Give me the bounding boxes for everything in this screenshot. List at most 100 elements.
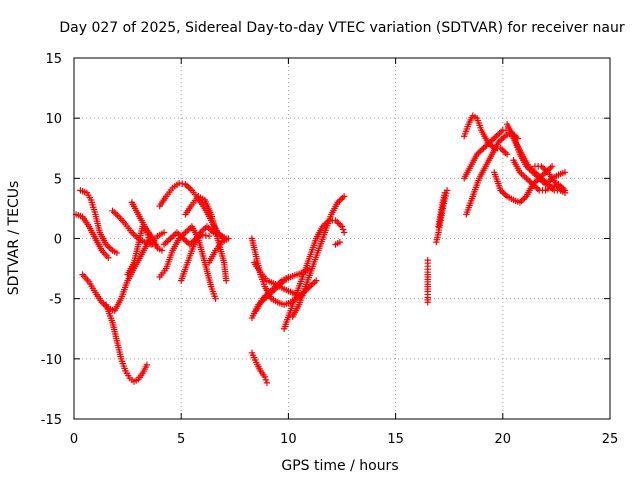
- series-arc03: [79, 232, 155, 314]
- y-tick-label: 5: [54, 172, 62, 187]
- data-point: [285, 273, 292, 281]
- data-point: [111, 209, 118, 216]
- data-point: [165, 236, 173, 244]
- data-point: [518, 197, 525, 205]
- y-axis-label: SDTVAR / TECUs: [6, 181, 22, 296]
- data-point: [311, 278, 318, 286]
- data-point: [168, 233, 176, 241]
- axis-ticks: 0 5 10 15 20 25 -15 -10 -5 0 5 10 15: [41, 52, 619, 447]
- data-point: [105, 254, 112, 261]
- y-tick-label: -10: [41, 353, 62, 368]
- data-point: [160, 229, 168, 236]
- data-point: [500, 190, 508, 197]
- data-point: [335, 220, 342, 227]
- series-arc07: [128, 199, 166, 254]
- series-arc27: [461, 127, 564, 194]
- series-arc20: [289, 193, 348, 320]
- data-point: [187, 185, 194, 193]
- data-point: [200, 226, 207, 233]
- data-point: [340, 229, 348, 236]
- y-tick-label: 10: [45, 112, 62, 127]
- x-axis-label: GPS time / hours: [281, 458, 398, 474]
- data-point: [424, 299, 431, 306]
- data-point: [338, 223, 346, 230]
- data-point: [109, 207, 116, 215]
- x-tick-label: 5: [177, 432, 185, 447]
- data-point: [339, 226, 347, 233]
- data-point: [143, 361, 151, 369]
- data-point: [477, 148, 484, 155]
- data-point: [173, 229, 181, 236]
- data-point: [333, 218, 341, 226]
- data-point: [494, 131, 502, 138]
- series-arc18: [253, 273, 292, 314]
- data-point: [503, 151, 511, 158]
- data-point: [332, 217, 339, 224]
- data-point: [340, 193, 348, 200]
- y-tick-label: 0: [54, 233, 62, 248]
- data-point: [500, 148, 508, 155]
- data-point: [308, 281, 315, 289]
- data-point: [183, 238, 190, 245]
- data-point: [532, 184, 540, 191]
- data-point: [263, 379, 271, 387]
- x-tick-label: 10: [280, 432, 297, 447]
- data-point: [548, 163, 556, 170]
- data-point: [491, 134, 498, 141]
- series-arc21: [332, 238, 344, 248]
- data-point: [205, 232, 213, 240]
- data-point: [313, 277, 320, 284]
- data-point: [182, 229, 189, 236]
- data-point: [261, 373, 269, 381]
- data-point: [532, 178, 540, 185]
- x-tick-label: 0: [70, 432, 78, 447]
- data-point: [496, 130, 503, 137]
- series-arc24: [435, 189, 449, 230]
- data-point: [112, 210, 120, 218]
- plot-frame: [73, 57, 611, 420]
- series-arc23: [433, 187, 451, 246]
- data-point: [519, 172, 527, 179]
- y-tick-label: 15: [45, 52, 62, 67]
- series-arc01: [72, 211, 112, 261]
- data-point: [203, 223, 211, 230]
- data-point: [524, 176, 532, 184]
- series-arc16: [250, 259, 305, 300]
- data-point: [183, 227, 191, 235]
- data-point: [160, 241, 168, 248]
- series-arc06: [124, 223, 168, 278]
- x-tick-label: 25: [602, 432, 619, 447]
- data-point: [528, 179, 535, 187]
- y-tick-label: -5: [49, 293, 62, 308]
- data-point: [499, 146, 506, 153]
- data-point: [480, 145, 487, 152]
- data-point: [337, 196, 345, 203]
- series-arc17: [248, 349, 271, 387]
- data-point: [561, 189, 569, 196]
- data-point: [182, 181, 189, 188]
- chart-title: Day 027 of 2025, Sidereal Day-to-day VTE…: [59, 20, 625, 36]
- series-arc02: [77, 187, 121, 257]
- data-point: [534, 185, 541, 193]
- data-point: [225, 235, 232, 242]
- data-point: [167, 235, 174, 242]
- data-point: [185, 226, 192, 233]
- data-point: [561, 169, 569, 176]
- data-point: [212, 295, 219, 302]
- data-point: [164, 238, 171, 245]
- data-point: [162, 239, 169, 247]
- series-arc13: [205, 235, 232, 266]
- data-point: [170, 232, 177, 239]
- y-tick-label: -15: [41, 413, 62, 428]
- grid-lines: [74, 58, 610, 419]
- data-point: [114, 212, 121, 219]
- data-point: [179, 180, 186, 187]
- data-point: [521, 173, 528, 181]
- data-point: [523, 175, 530, 182]
- data-point: [223, 277, 230, 284]
- data-point: [497, 128, 505, 135]
- x-tick-label: 20: [495, 432, 512, 447]
- data-point: [106, 244, 113, 251]
- data-point: [493, 133, 500, 140]
- x-tick-label: 15: [387, 432, 404, 447]
